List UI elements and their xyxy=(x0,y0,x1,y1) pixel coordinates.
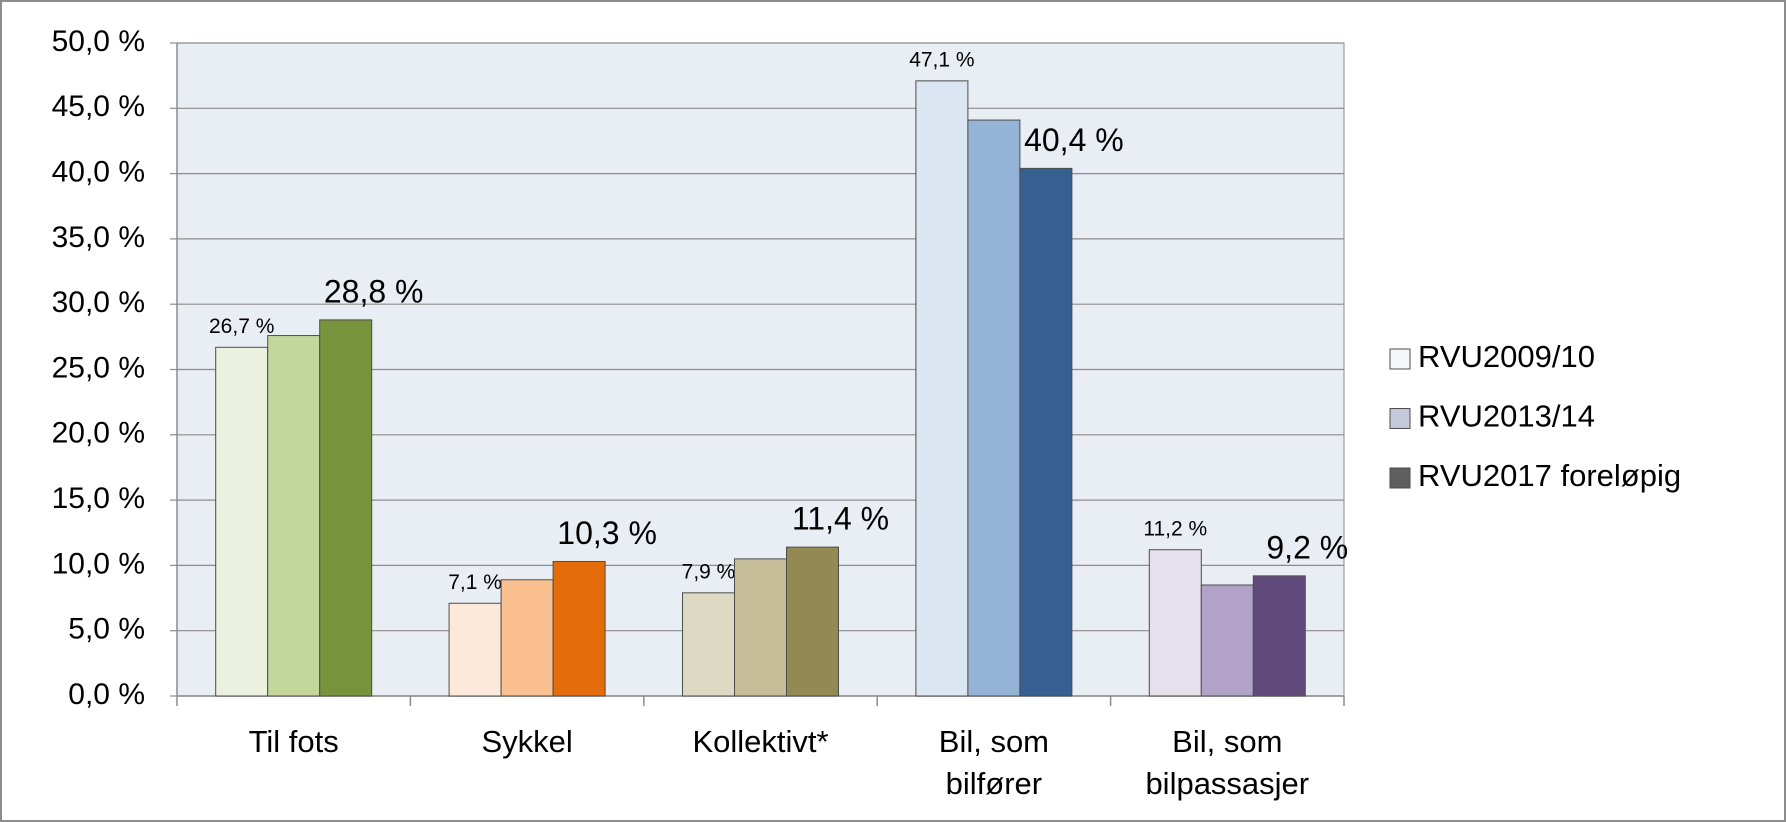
bar xyxy=(1148,549,1202,697)
bar xyxy=(967,119,1021,697)
bar xyxy=(786,546,839,697)
value-label-large: 40,4 % xyxy=(1024,122,1124,158)
value-label: 7,1 % xyxy=(448,571,502,594)
bar xyxy=(448,602,502,697)
bar xyxy=(1252,575,1306,697)
bar xyxy=(915,80,969,697)
bar xyxy=(500,579,554,697)
value-label: 11,2 % xyxy=(1143,517,1207,540)
value-label-large: 9,2 % xyxy=(1266,529,1348,565)
x-tick-label: Til fots xyxy=(249,724,339,759)
bar xyxy=(734,558,787,697)
y-tick-label: 50,0 % xyxy=(52,25,145,58)
legend-label: RVU2013/14 xyxy=(1418,399,1595,434)
y-tick-label: 35,0 % xyxy=(52,221,145,254)
bar xyxy=(682,592,735,697)
x-tick-label: Kollektivt* xyxy=(692,724,828,759)
y-tick-label: 5,0 % xyxy=(68,613,145,646)
bar xyxy=(552,560,606,697)
legend-label: RVU2017 foreløpig xyxy=(1418,458,1681,493)
value-label: 26,7 % xyxy=(209,315,274,338)
legend-swatch xyxy=(1389,348,1411,370)
bar xyxy=(1200,584,1254,697)
value-label-large: 28,8 % xyxy=(324,273,424,309)
value-label-large: 11,4 % xyxy=(792,501,889,537)
legend-swatch xyxy=(1389,467,1411,489)
x-tick-label: Bil, som bilfører xyxy=(939,724,1049,801)
y-tick-label: 15,0 % xyxy=(52,482,145,515)
legend-label: RVU2009/10 xyxy=(1418,339,1595,374)
value-label-large: 10,3 % xyxy=(557,515,657,551)
y-tick-label: 45,0 % xyxy=(52,90,145,123)
y-tick-label: 20,0 % xyxy=(52,417,145,450)
legend-swatch xyxy=(1389,408,1411,429)
bar xyxy=(1019,167,1073,697)
x-tick-label: Sykkel xyxy=(481,724,572,759)
y-tick-label: 0,0 % xyxy=(68,678,145,711)
bar xyxy=(215,346,269,697)
bar xyxy=(267,335,321,697)
y-tick-label: 25,0 % xyxy=(52,351,145,384)
y-tick-label: 40,0 % xyxy=(52,156,145,189)
value-label: 7,9 % xyxy=(682,560,736,583)
y-tick-label: 30,0 % xyxy=(52,286,145,319)
bar xyxy=(319,319,373,697)
value-label: 47,1 % xyxy=(909,48,974,71)
y-tick-label: 10,0 % xyxy=(52,547,145,580)
x-tick-label: Bil, som bilpassasjer xyxy=(1145,724,1309,801)
